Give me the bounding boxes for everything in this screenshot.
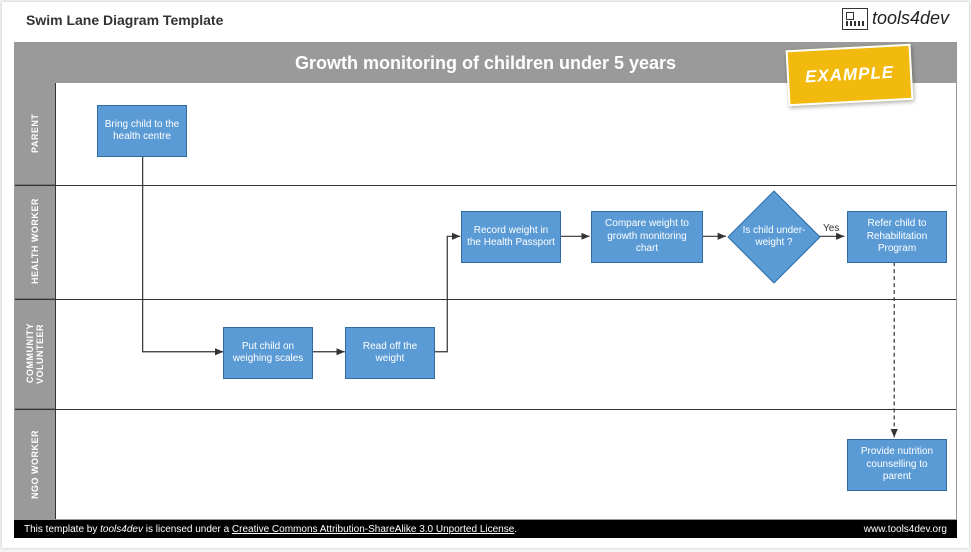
lane-label-parent: PARENT <box>15 83 55 185</box>
calculator-icon <box>842 8 868 30</box>
connector-lines <box>55 83 956 519</box>
diagram-title-bar: Growth monitoring of children under 5 ye… <box>15 43 956 83</box>
process-record-passport: Record weight in the Health Passport <box>461 211 561 263</box>
swimlane-diagram: Growth monitoring of children under 5 ye… <box>14 42 957 520</box>
brand-logo: tools4dev <box>842 8 949 30</box>
footer-bar: This template by tools4dev is licensed u… <box>14 520 957 538</box>
process-read-weight: Read off the weight <box>345 327 435 379</box>
footer-license-link[interactable]: Creative Commons Attribution-ShareAlike … <box>232 524 514 535</box>
lane-label-ngo-worker: NGO WORKER <box>15 409 55 521</box>
brand-text: tools4dev <box>872 8 949 28</box>
process-refer-rehab: Refer child to Rehabilitation Program <box>847 211 947 263</box>
process-bring-child: Bring child to the health centre <box>97 105 187 157</box>
process-compare-chart: Compare weight to growth monitoring char… <box>591 211 703 263</box>
page-title: Swim Lane Diagram Template <box>26 12 223 28</box>
footer-brand: tools4dev <box>100 524 143 535</box>
node-label: Is child under-weight ? <box>731 204 817 270</box>
footer-license: This template by tools4dev is licensed u… <box>24 524 517 535</box>
lanes-container: PARENTHEALTH WORKERCOMMUNITY VOLUNTEERNG… <box>15 83 956 519</box>
lane-label-community-volunteer: COMMUNITY VOLUNTEER <box>15 299 55 409</box>
footer-text: This template by <box>24 524 100 535</box>
footer-text: is licensed under a <box>143 524 232 535</box>
diagram-title: Growth monitoring of children under 5 ye… <box>295 53 676 73</box>
lane-label-health-worker: HEALTH WORKER <box>15 185 55 299</box>
decision-underweight: Is child under-weight ? <box>741 204 807 270</box>
process-nutrition: Provide nutrition counselling to parent <box>847 439 947 491</box>
page: Swim Lane Diagram Template tools4dev Gro… <box>2 2 969 548</box>
process-put-scales: Put child on weighing scales <box>223 327 313 379</box>
edge-label: Yes <box>823 223 839 234</box>
edge-read-weight-record-passport <box>434 236 460 351</box>
footer-url: www.tools4dev.org <box>864 524 947 535</box>
edge-bring-child-put-scales <box>143 157 224 352</box>
swim-area: Bring child to the health centre Put chil… <box>55 83 956 519</box>
footer-text: . <box>514 524 517 535</box>
